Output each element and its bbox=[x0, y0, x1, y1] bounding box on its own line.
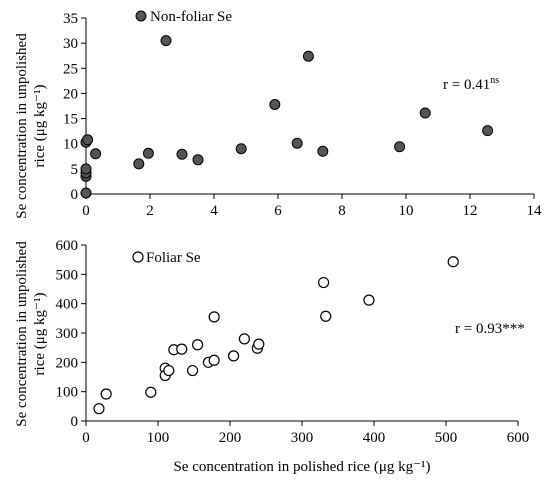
data-point bbox=[447, 256, 459, 268]
x-tick-label: 600 bbox=[507, 430, 530, 446]
data-point bbox=[145, 386, 157, 398]
non-foliar-panel: Se concentration in unpolished rice (μg … bbox=[14, 9, 542, 219]
data-point bbox=[133, 158, 145, 170]
data-points bbox=[80, 35, 494, 199]
legend-marker-filled bbox=[135, 10, 147, 22]
x-tick-label: 10 bbox=[399, 203, 414, 219]
correlation-value: r = 0.41 bbox=[443, 77, 490, 93]
data-point bbox=[253, 338, 265, 350]
y-tick-label: 10 bbox=[63, 137, 78, 153]
data-point bbox=[142, 147, 154, 159]
data-point bbox=[192, 154, 204, 166]
x-tick-label: 0 bbox=[82, 430, 90, 446]
data-point bbox=[192, 339, 204, 351]
data-point bbox=[160, 35, 172, 47]
data-point bbox=[302, 50, 314, 62]
legend: Foliar Se bbox=[132, 250, 201, 266]
data-point bbox=[176, 343, 188, 355]
data-point bbox=[235, 143, 247, 155]
y-axis-label: Se concentration in unpolished rice (μg … bbox=[14, 33, 48, 219]
x-tick-label: 8 bbox=[338, 203, 346, 219]
y-tick-label: 500 bbox=[56, 267, 79, 283]
x-tick-label: 12 bbox=[463, 203, 478, 219]
legend: Non-foliar Se bbox=[135, 9, 232, 25]
foliar-panel: Se concentration in unpolished rice (μg … bbox=[14, 238, 529, 475]
data-point bbox=[482, 125, 494, 137]
data-point bbox=[82, 134, 94, 146]
correlation-significance: ns bbox=[490, 75, 499, 86]
data-point bbox=[320, 310, 332, 322]
data-point bbox=[93, 403, 105, 415]
y-tick-label: 0 bbox=[71, 187, 79, 203]
y-tick-label: 400 bbox=[56, 297, 79, 313]
y-tick-label: 0 bbox=[71, 414, 79, 430]
x-axis-label: Se concentration in polished rice (μg kg… bbox=[173, 459, 430, 475]
y-axis-label: Se concentration in unpolished rice (μg … bbox=[14, 241, 48, 427]
axes: 0 2 4 6 8 10 12 14 0 5 10 15 20 25 30 35 bbox=[63, 11, 542, 219]
data-point bbox=[208, 311, 220, 323]
x-tick-label: 100 bbox=[147, 430, 170, 446]
y-tick-label: 30 bbox=[63, 36, 78, 52]
data-point bbox=[419, 107, 431, 119]
data-point bbox=[394, 141, 406, 153]
x-tick-label: 400 bbox=[363, 430, 386, 446]
x-tick-label: 6 bbox=[274, 203, 282, 219]
legend-marker-open bbox=[132, 251, 144, 263]
y-tick-label: 20 bbox=[63, 86, 78, 102]
data-point bbox=[317, 145, 329, 157]
data-point bbox=[80, 163, 92, 175]
y-tick-label: 5 bbox=[71, 162, 79, 178]
y-axis-label-line1: Se concentration in unpolished bbox=[14, 241, 30, 427]
data-point bbox=[318, 276, 330, 289]
x-tick-label: 14 bbox=[527, 203, 543, 219]
y-axis-label-line1: Se concentration in unpolished bbox=[14, 33, 30, 219]
legend-label: Foliar Se bbox=[146, 250, 201, 266]
x-tick-label: 200 bbox=[219, 430, 242, 446]
y-tick-label: 25 bbox=[63, 61, 78, 77]
y-axis-label-line2: rice (μg kg⁻¹) bbox=[32, 293, 48, 376]
correlation-annotation: r = 0.93*** bbox=[455, 321, 525, 337]
correlation-annotation: r = 0.41ns bbox=[443, 75, 499, 93]
data-point bbox=[100, 388, 112, 400]
y-tick-label: 600 bbox=[56, 238, 79, 254]
data-point bbox=[90, 148, 102, 160]
data-point bbox=[269, 98, 281, 110]
axes: 0 100 200 300 400 500 600 0 100 200 300 400 500 600 bbox=[56, 238, 530, 446]
legend-label: Non-foliar Se bbox=[150, 9, 232, 25]
data-point bbox=[238, 333, 250, 345]
data-point bbox=[163, 364, 175, 377]
y-tick-label: 100 bbox=[56, 385, 79, 401]
data-points bbox=[93, 256, 459, 415]
data-point bbox=[363, 294, 375, 306]
data-point bbox=[208, 354, 220, 366]
x-tick-label: 500 bbox=[435, 430, 458, 446]
y-tick-label: 300 bbox=[56, 326, 79, 342]
data-point bbox=[228, 350, 240, 362]
data-point bbox=[291, 137, 303, 149]
y-axis-label-line2: rice (μg kg⁻¹) bbox=[32, 85, 48, 168]
y-tick-label: 35 bbox=[63, 11, 78, 27]
data-point bbox=[80, 187, 92, 199]
y-tick-label: 15 bbox=[63, 112, 78, 128]
x-tick-label: 2 bbox=[146, 203, 154, 219]
x-tick-label: 300 bbox=[291, 430, 314, 446]
x-tick-label: 4 bbox=[210, 203, 218, 219]
data-point bbox=[186, 364, 199, 377]
x-tick-label: 0 bbox=[82, 203, 90, 219]
data-point bbox=[176, 148, 188, 160]
y-tick-label: 200 bbox=[56, 355, 79, 371]
